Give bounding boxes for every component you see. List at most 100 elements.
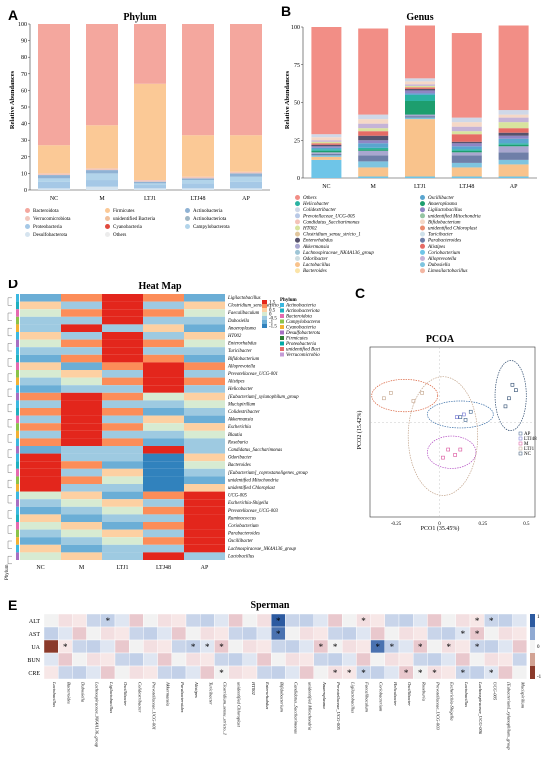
pcoa-legend-label: LTJ1 [524, 447, 535, 452]
spearman-cell [128, 626, 144, 641]
heatmap-cell [184, 476, 225, 484]
heatmap-row-label: Alloprevotella [227, 364, 256, 369]
heatmap-row-label: HT002 [227, 334, 242, 339]
spearman-cell [72, 665, 87, 680]
phylum-legend-label: Actinobacteria [285, 304, 316, 309]
heatmap-cell [143, 400, 184, 408]
phylum-legend-swatch [280, 352, 284, 357]
heatmap-cell [61, 362, 102, 370]
significance-star: * [333, 668, 338, 678]
significance-star: * [191, 642, 196, 652]
spearman-cell [43, 613, 59, 628]
heatmap-row-label: Ruminococcus [227, 516, 256, 521]
phylum-legend-label: unidentified Bacteria [286, 348, 320, 353]
bar-segment [311, 159, 342, 178]
legend-label: Akkermansia [302, 245, 330, 250]
heatmap-cell [61, 552, 102, 560]
heatmap-cell [20, 316, 61, 325]
bar-segment [38, 188, 70, 190]
heatmap-cell [184, 408, 225, 416]
spearman-cell [58, 665, 73, 680]
spearman-cell [512, 665, 527, 680]
spearman-cell [342, 652, 357, 667]
significance-star: * [446, 642, 451, 652]
row-phylum-strip [16, 301, 19, 310]
heatmap-cell [143, 438, 184, 446]
spearman-cell [356, 652, 371, 667]
row-phylum-strip [16, 309, 19, 317]
panel-c-ylabel: PCO2 (15.42%) [356, 411, 363, 450]
panel-letter-b: B [281, 3, 291, 19]
pcoa-legend-label: M [524, 442, 529, 447]
spearman-cell [384, 652, 400, 667]
legend-label: Oscillibacter [428, 196, 454, 201]
panel-c-title: PCOA [426, 334, 455, 345]
bar-segment [86, 168, 118, 171]
panel-letter-c: C [355, 285, 365, 301]
legend-swatch [420, 225, 425, 231]
row-phylum-strip [16, 514, 19, 522]
pcoa-point [382, 396, 386, 401]
heatmap-cell [20, 544, 61, 553]
bar-segment [358, 140, 389, 144]
spearman-cell [256, 639, 272, 654]
spearman-column-label: Akkermansia [166, 681, 171, 707]
legend-swatch [420, 256, 425, 261]
spearman-column-label: Roseburia [421, 681, 426, 702]
heatmap-cell [61, 294, 102, 302]
heatmap-cell [20, 354, 61, 363]
significance-star: * [63, 642, 68, 652]
heatmap-cell [20, 415, 61, 424]
spearman-column-label: unidentified Mitochondria [308, 682, 313, 731]
bar-segment [358, 135, 389, 141]
bar-segment [358, 150, 389, 156]
pcoa-point [468, 409, 473, 414]
spearman-cell [128, 652, 144, 667]
bar-segment [451, 176, 482, 178]
heatmap-row-label: Lactobacillus [227, 554, 254, 559]
bar-segment [86, 24, 118, 126]
heatmap-cell [20, 347, 61, 355]
spearman-cell [72, 652, 87, 667]
spearman-cell [143, 652, 158, 667]
heatmap-cell [184, 506, 225, 515]
bar-segment [498, 138, 529, 144]
legend-swatch [105, 208, 110, 213]
heatmap-cell [61, 347, 102, 355]
spearman-cell [413, 652, 428, 667]
bar-segment [451, 131, 482, 135]
legend-swatch [25, 216, 30, 221]
bar-segment [498, 159, 529, 165]
scale-swatch [262, 320, 267, 324]
spearman-cell [313, 652, 329, 667]
spearman-scale-swatch [530, 614, 535, 627]
heatmap-cell [61, 324, 102, 332]
bar-segment [182, 188, 214, 190]
heatmap-cell [102, 347, 143, 355]
row-phylum-strip [16, 400, 19, 408]
heatmap-cell [102, 453, 143, 462]
row-phylum-strip [16, 446, 19, 454]
row-phylum-strip [16, 377, 19, 386]
row-phylum-strip [16, 294, 19, 302]
bar-segment [405, 78, 435, 82]
significance-star: * [347, 668, 352, 678]
spearman-cell [299, 626, 315, 641]
bar-segment [311, 153, 342, 156]
heatmap-cell [102, 324, 143, 332]
bar-segment [451, 134, 482, 142]
significance-star: * [276, 616, 281, 626]
legend-swatch [295, 213, 300, 219]
heatmap-cell [143, 453, 184, 462]
y-tick-label: 100 [291, 25, 300, 31]
panel-a-phylum-chart: A Phylum Relative Abundances 0 10 20 30 40 50… [8, 7, 270, 238]
y-tick-label: 50 [294, 101, 300, 107]
heatmap-row-label: Lachnospiraceae_NK4A136_group [227, 547, 297, 552]
panel-a-bars [38, 24, 262, 190]
bar-segment [182, 24, 214, 136]
legend-swatch [295, 231, 300, 237]
heatmap-cell [102, 529, 143, 538]
phylum-legend-title: Phylum [280, 298, 298, 303]
spearman-row-label: UA [31, 645, 40, 651]
spearman-cell [185, 613, 201, 628]
